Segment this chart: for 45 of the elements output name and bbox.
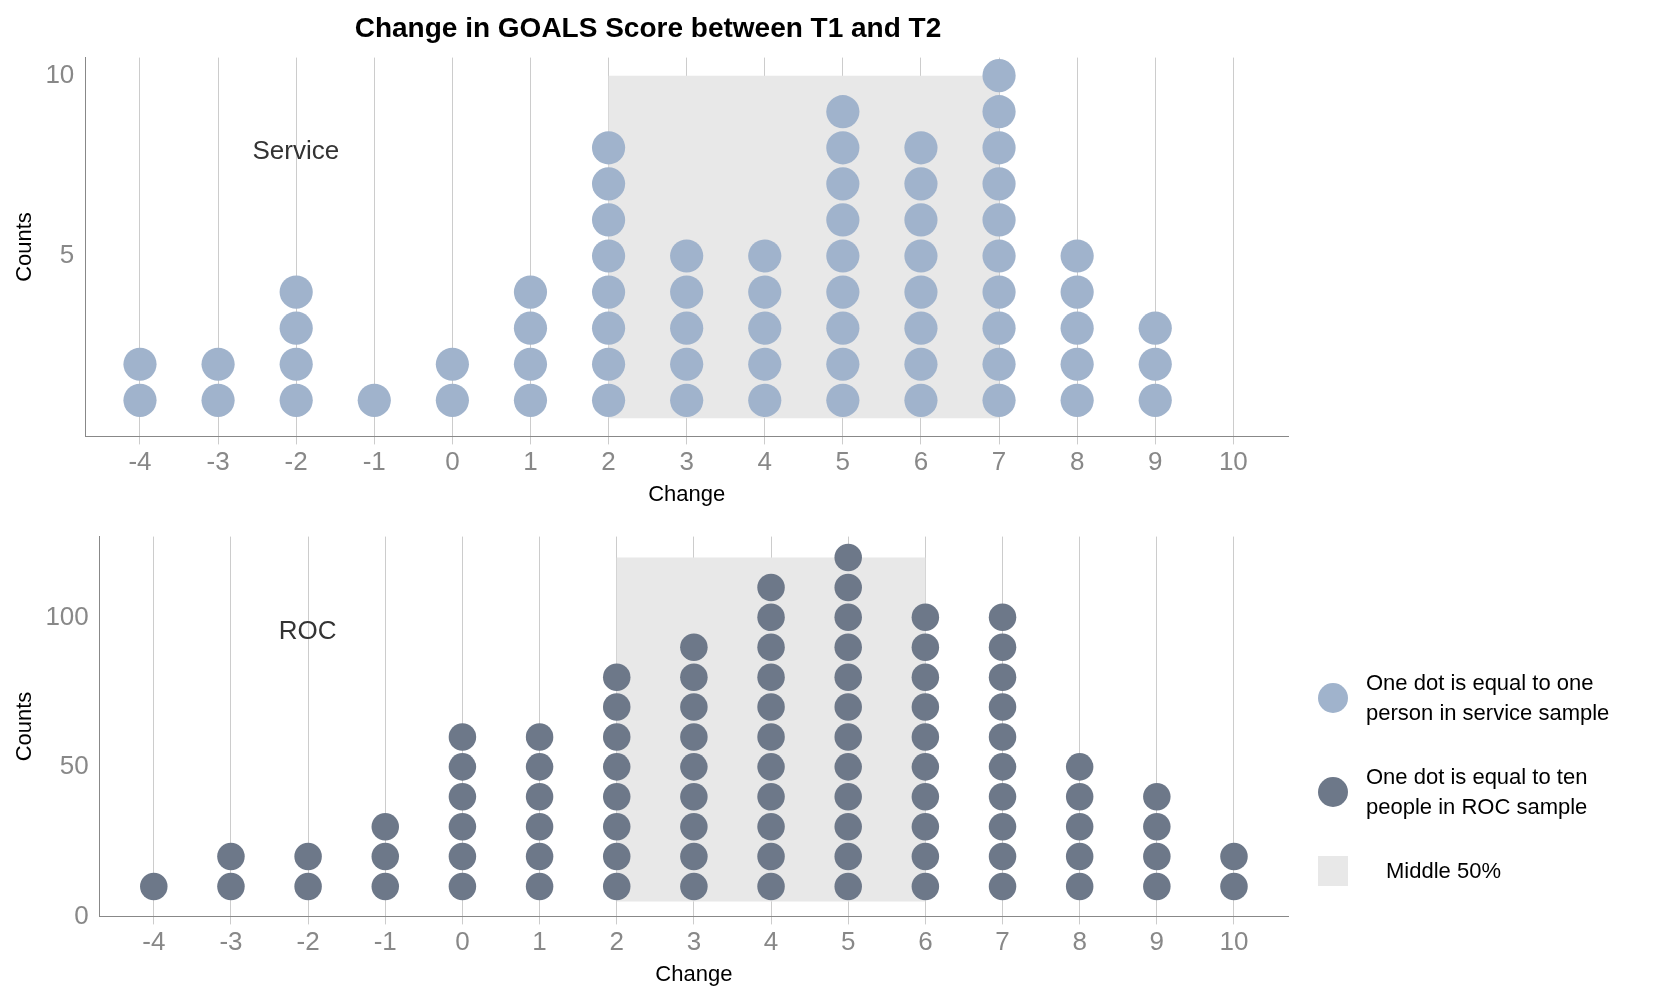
y-tick-label: 0 [74, 899, 89, 930]
x-tick-label: 5 [840, 926, 856, 957]
legend-label: One dot is equal to ten people in ROC sample [1366, 763, 1589, 821]
x-tick-label: 7 [995, 926, 1010, 957]
x-axis-title: Change [655, 960, 733, 986]
x-tick-label: 4 [757, 446, 772, 477]
x-tick-label: 0 [455, 926, 470, 957]
y-tick-label: 100 [45, 600, 89, 631]
x-tick-label: -4 [128, 446, 152, 477]
x-tick-label: -1 [362, 446, 386, 477]
x-tick-label: 6 [918, 926, 933, 957]
text: Middle 50% [1385, 857, 1502, 885]
annotation: Service [252, 135, 340, 166]
chart-title: Change in GOALS Score between T1 and T2 [354, 11, 942, 43]
x-tick-label: 6 [913, 446, 929, 477]
x-tick-label: 3 [686, 926, 702, 957]
x-tick-label: -2 [284, 446, 308, 477]
x-tick-label: 3 [679, 446, 694, 477]
x-tick-label: -2 [296, 926, 320, 957]
x-tick-label: 1 [523, 446, 538, 477]
x-tick-label: 0 [445, 446, 460, 477]
x-tick-label: 10 [1219, 926, 1249, 957]
x-tick-label: 1 [532, 926, 547, 957]
x-tick-label: -3 [219, 926, 243, 957]
x-tick-label: 2 [609, 926, 624, 957]
y-axis-title: Counts [11, 691, 37, 762]
x-tick-label: 10 [1218, 446, 1248, 477]
x-tick-label: 4 [763, 926, 779, 957]
y-tick-label: 10 [45, 58, 75, 89]
x-tick-label: 7 [991, 446, 1007, 477]
y-axis-title: Counts [11, 212, 37, 282]
y-tick-label: 50 [59, 750, 89, 781]
x-tick-label: -3 [206, 446, 230, 477]
legend-label: One dot is equal to one person in service sample [1366, 669, 1611, 727]
x-tick-label: 5 [835, 446, 851, 477]
x-tick-label: 8 [1072, 926, 1087, 957]
x-tick-label: -1 [373, 926, 397, 957]
annotation: ROC [278, 614, 337, 645]
x-tick-label: 9 [1148, 446, 1163, 477]
x-tick-label: 8 [1069, 446, 1085, 477]
x-tick-label: 9 [1149, 926, 1165, 957]
x-tick-label: -4 [142, 926, 166, 957]
x-tick-label: 2 [601, 446, 616, 477]
y-tick-label: 5 [59, 239, 75, 270]
x-axis-title: Change [648, 480, 726, 506]
